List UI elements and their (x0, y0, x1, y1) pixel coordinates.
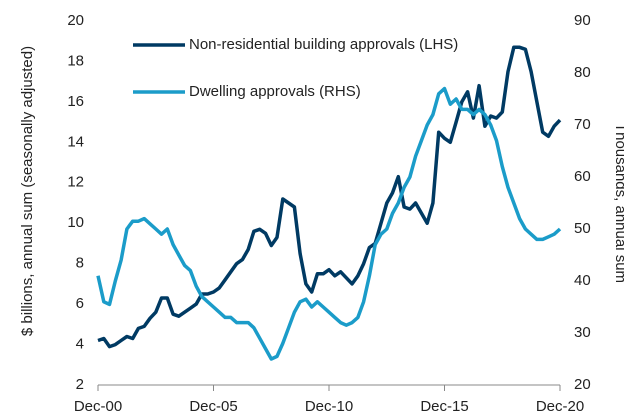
series-line (96, 86, 562, 361)
legend-label: Non-residential building approvals (LHS) (189, 36, 458, 53)
y2-tick-label: 40 (574, 272, 591, 289)
y-tick-label: 6 (76, 295, 84, 312)
x-tick-label: Dec-15 (420, 398, 468, 415)
y-tick-label: 10 (67, 214, 84, 231)
x-tick-label: Dec-10 (305, 398, 353, 415)
y2-tick-label: 30 (574, 324, 591, 341)
y2-tick-label: 90 (574, 12, 591, 29)
x-tick-label: Dec-05 (189, 398, 237, 415)
y-tick-label: 12 (67, 174, 84, 191)
y-tick-label: 18 (67, 52, 84, 69)
y-tick-label: 4 (76, 336, 84, 353)
y2-tick-label: 50 (574, 220, 591, 237)
y-tick-label: 2 (76, 376, 84, 393)
y2-tick-label: 80 (574, 64, 591, 81)
y2-tick-label: 60 (574, 168, 591, 185)
y-tick-label: 20 (67, 12, 84, 29)
y2-tick-label: 20 (574, 376, 591, 393)
y-axis-label: $ billions, annual sum (seasonally adjus… (19, 45, 36, 337)
x-tick-label: Dec-00 (74, 398, 122, 415)
y2-tick-label: 70 (574, 116, 591, 133)
y-tick-label: 16 (67, 93, 84, 110)
y2-axis-label: Thousands, annual sum (612, 122, 624, 284)
legend-label: Dwelling approvals (RHS) (189, 83, 361, 100)
y-tick-label: 8 (76, 255, 84, 272)
y-tick-label: 14 (67, 133, 84, 150)
x-tick-label: Dec-20 (536, 398, 584, 415)
